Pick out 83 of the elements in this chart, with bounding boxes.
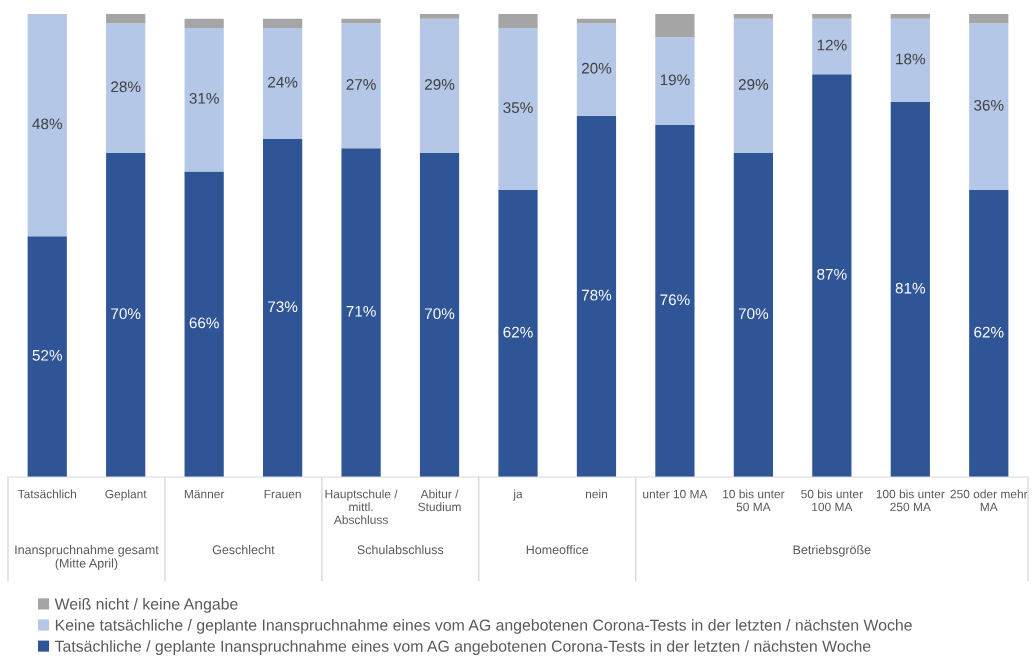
bar <box>341 23 381 149</box>
bar <box>576 115 617 477</box>
x-tick-label: unter 10 MA <box>643 489 708 499</box>
bar <box>655 14 695 38</box>
bar <box>890 14 930 19</box>
x-tick-label: Tatsächlich <box>17 489 76 499</box>
data-label: 28% <box>111 81 141 93</box>
bar <box>969 189 1009 477</box>
data-label: 20% <box>581 62 612 74</box>
data-label: 36% <box>974 99 1004 111</box>
data-label: 70% <box>738 308 769 320</box>
data-label: 48% <box>32 118 62 130</box>
text: Geschlecht <box>212 545 275 555</box>
bar <box>733 14 773 19</box>
x-tick-label: Männer <box>184 489 225 499</box>
bar <box>969 23 1009 190</box>
bar <box>419 14 460 19</box>
bar <box>498 189 538 477</box>
x-tick-label: 50 bis unter 100 MA <box>801 489 863 512</box>
x-tick-label: nein <box>585 489 607 499</box>
data-label: 19% <box>660 74 690 86</box>
bar <box>106 152 146 477</box>
legend-label: Weiß nicht / keine Angabe <box>54 598 238 613</box>
bar <box>184 27 224 172</box>
legend-label: Keine tatsächliche / geplante Inanspruchnahme eines vom AG angebotenen Corona-Tests in der letzten / nächsten Woche <box>55 619 912 634</box>
data-label: 18% <box>896 53 926 65</box>
bar <box>576 23 617 116</box>
x-tick-label: 250 oder mehr MA <box>950 489 1028 512</box>
x-tick-label: 100 bis unter 250 MA <box>876 489 945 512</box>
text: Schulabschluss <box>357 545 444 555</box>
x-tick-label: Abitur / Studium <box>418 489 461 512</box>
data-label: 76% <box>660 294 690 306</box>
bar <box>263 18 303 28</box>
data-label: 78% <box>581 289 612 301</box>
bar <box>655 125 695 477</box>
data-label: 12% <box>817 39 847 51</box>
x-tick-label: Hauptschule / mittl. Abschluss <box>325 489 398 524</box>
bar <box>812 14 852 19</box>
bar <box>969 14 1009 24</box>
bar <box>419 18 460 153</box>
data-label: 66% <box>189 317 219 329</box>
data-label: 73% <box>268 301 298 313</box>
bar <box>419 152 460 477</box>
text: Inanspruchnahme gesamt (Mitte April) <box>15 545 159 571</box>
bar <box>498 27 538 190</box>
x-tick-label: ja <box>513 489 523 501</box>
bar <box>890 18 930 102</box>
bar <box>184 171 224 477</box>
data-label: 70% <box>111 308 141 320</box>
x-tick-label: 10 bis unter 50 MA <box>723 489 785 512</box>
data-label: 62% <box>503 326 533 338</box>
bar <box>498 14 538 28</box>
data-label: 27% <box>346 79 376 90</box>
data-label: 29% <box>425 79 455 90</box>
bar <box>27 236 67 477</box>
bar <box>890 101 930 477</box>
bar <box>27 14 67 237</box>
x-tick-label: Frauen <box>264 489 301 499</box>
data-label: 24% <box>268 76 298 88</box>
legend-label: Tatsächliche / geplante Inanspruchnahme eines vom AG angebotenen Corona-Tests in der letzten / nächsten Woche <box>54 640 871 655</box>
bar <box>263 139 303 477</box>
data-label: 62% <box>974 326 1004 338</box>
bar <box>733 152 773 477</box>
data-label: 31% <box>189 92 219 104</box>
bar <box>655 37 695 126</box>
text: Betriebsgröße <box>793 545 871 557</box>
data-label: 71% <box>346 305 376 317</box>
x-tick-label: Geplant <box>105 489 147 501</box>
data-label: 87% <box>817 268 847 280</box>
data-label: 70% <box>425 308 455 320</box>
bar <box>812 74 852 477</box>
data-label: 52% <box>32 349 62 361</box>
text: Homeoffice <box>526 545 589 555</box>
data-label: 35% <box>503 102 533 114</box>
bar <box>184 18 224 28</box>
bar <box>341 148 381 477</box>
bar <box>263 27 303 140</box>
data-label: 29% <box>738 79 769 90</box>
data-label: 81% <box>895 282 926 294</box>
bar <box>106 14 146 24</box>
bar <box>106 23 146 153</box>
bar <box>812 18 852 75</box>
bar <box>733 18 773 153</box>
